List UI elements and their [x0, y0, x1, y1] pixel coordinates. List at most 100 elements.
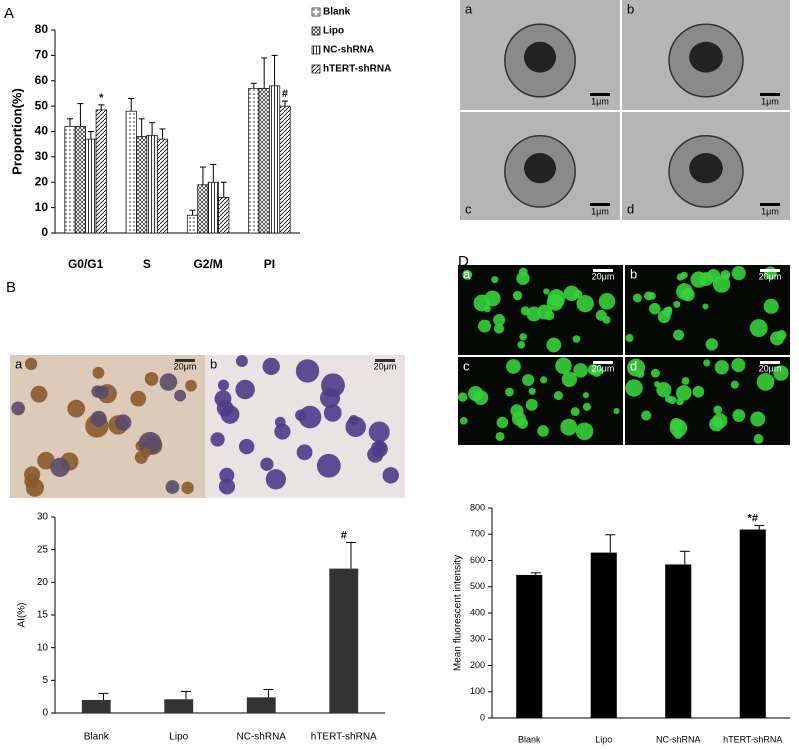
cell: [25, 478, 45, 497]
x-tick-label: hTERT-shRNA: [723, 734, 782, 744]
cell: [144, 372, 159, 386]
scale-bar: [375, 359, 395, 362]
cell: [543, 288, 550, 295]
y-axis-label: AI(%): [17, 603, 28, 628]
cell: [525, 398, 538, 411]
cell: [217, 379, 230, 391]
bar: [269, 85, 281, 234]
cell: [673, 300, 681, 308]
scale-bar: [590, 203, 610, 206]
legend-label: Blank: [323, 7, 351, 18]
cell: [473, 294, 491, 312]
cell: [669, 417, 683, 431]
annotation: *: [99, 92, 104, 104]
cell: [650, 368, 660, 378]
scale-bar: [593, 361, 613, 364]
cell: [174, 389, 186, 402]
cell: [95, 385, 109, 399]
legend-label: Lipo: [323, 26, 344, 37]
cell: [673, 329, 685, 341]
scale-bar: [760, 361, 780, 364]
cell: [114, 414, 132, 431]
cell: [478, 319, 492, 333]
cell: [220, 405, 240, 424]
cell: [665, 306, 673, 314]
cell: [732, 409, 746, 422]
bar: [164, 699, 194, 713]
y-tick-label: 30: [37, 512, 49, 523]
cell: [587, 364, 599, 376]
y-tick-label: 5: [42, 675, 48, 686]
x-tick-label: G2/M: [193, 257, 222, 271]
cell: [702, 303, 709, 310]
cell: [274, 416, 286, 428]
y-tick-label: 40: [35, 124, 49, 138]
cell: [649, 302, 661, 315]
cell: [345, 416, 366, 438]
cell: [491, 276, 499, 284]
scale-bar: [760, 203, 780, 206]
cell: [713, 405, 723, 415]
y-axis-label: Mean fluorescent intensity: [453, 555, 464, 671]
scale-bar: [590, 93, 610, 96]
cell: [705, 338, 718, 351]
cell: [703, 359, 711, 367]
nucleus: [524, 41, 556, 73]
cell: [368, 421, 390, 443]
y-tick-label: 30: [35, 149, 49, 163]
y-tick-label: 200: [470, 660, 485, 670]
legend-swatch: [311, 45, 321, 55]
panel-label: D: [458, 253, 469, 270]
cell: [260, 457, 274, 471]
bar: [207, 181, 219, 234]
cell: [506, 359, 521, 374]
y-tick-label: 70: [35, 48, 49, 62]
cell: [625, 379, 643, 397]
cell: [657, 310, 671, 324]
cell: [298, 405, 322, 429]
cell: [67, 399, 86, 418]
cell: [537, 425, 549, 437]
x-tick-label: Blank: [84, 732, 110, 743]
scale-bar: [760, 93, 780, 96]
y-tick-label: 500: [470, 581, 485, 591]
scale-label: 20μm: [174, 361, 197, 371]
bar: [516, 574, 543, 718]
annotation: *#: [748, 512, 758, 524]
bar: [329, 568, 359, 713]
x-tick-label: hTERT-shRNA: [311, 732, 377, 743]
cell: [547, 289, 566, 307]
cell: [681, 287, 695, 302]
bar: [258, 88, 270, 234]
x-tick-label: PI: [264, 257, 275, 271]
cell: [495, 431, 505, 441]
micrograph-label: d: [630, 358, 637, 373]
y-tick-label: 400: [470, 607, 485, 617]
cell: [316, 453, 341, 478]
x-tick-label: Lipo: [595, 734, 612, 744]
cell: [295, 359, 320, 383]
cell: [537, 304, 553, 320]
cell: [130, 390, 147, 407]
nucleus: [524, 153, 556, 184]
x-tick-label: G0/G1: [68, 257, 104, 271]
cell: [37, 451, 55, 470]
y-axis-label: Proportion(%): [9, 88, 24, 175]
scale-label: 20μm: [592, 271, 615, 281]
cell: [90, 410, 107, 427]
cell: [11, 401, 26, 416]
scale-label: 20μm: [759, 363, 782, 373]
bar: [665, 564, 692, 718]
panel-label: B: [6, 279, 16, 296]
y-tick-label: 15: [37, 610, 49, 621]
cell: [676, 273, 685, 281]
cell: [546, 337, 562, 353]
cell: [573, 363, 588, 378]
bar: [125, 110, 137, 234]
y-tick-label: 20: [35, 174, 49, 188]
cell: [675, 385, 692, 401]
y-tick-label: 60: [35, 73, 49, 87]
cell: [321, 373, 345, 398]
cell: [753, 434, 764, 444]
cell: [582, 402, 591, 411]
